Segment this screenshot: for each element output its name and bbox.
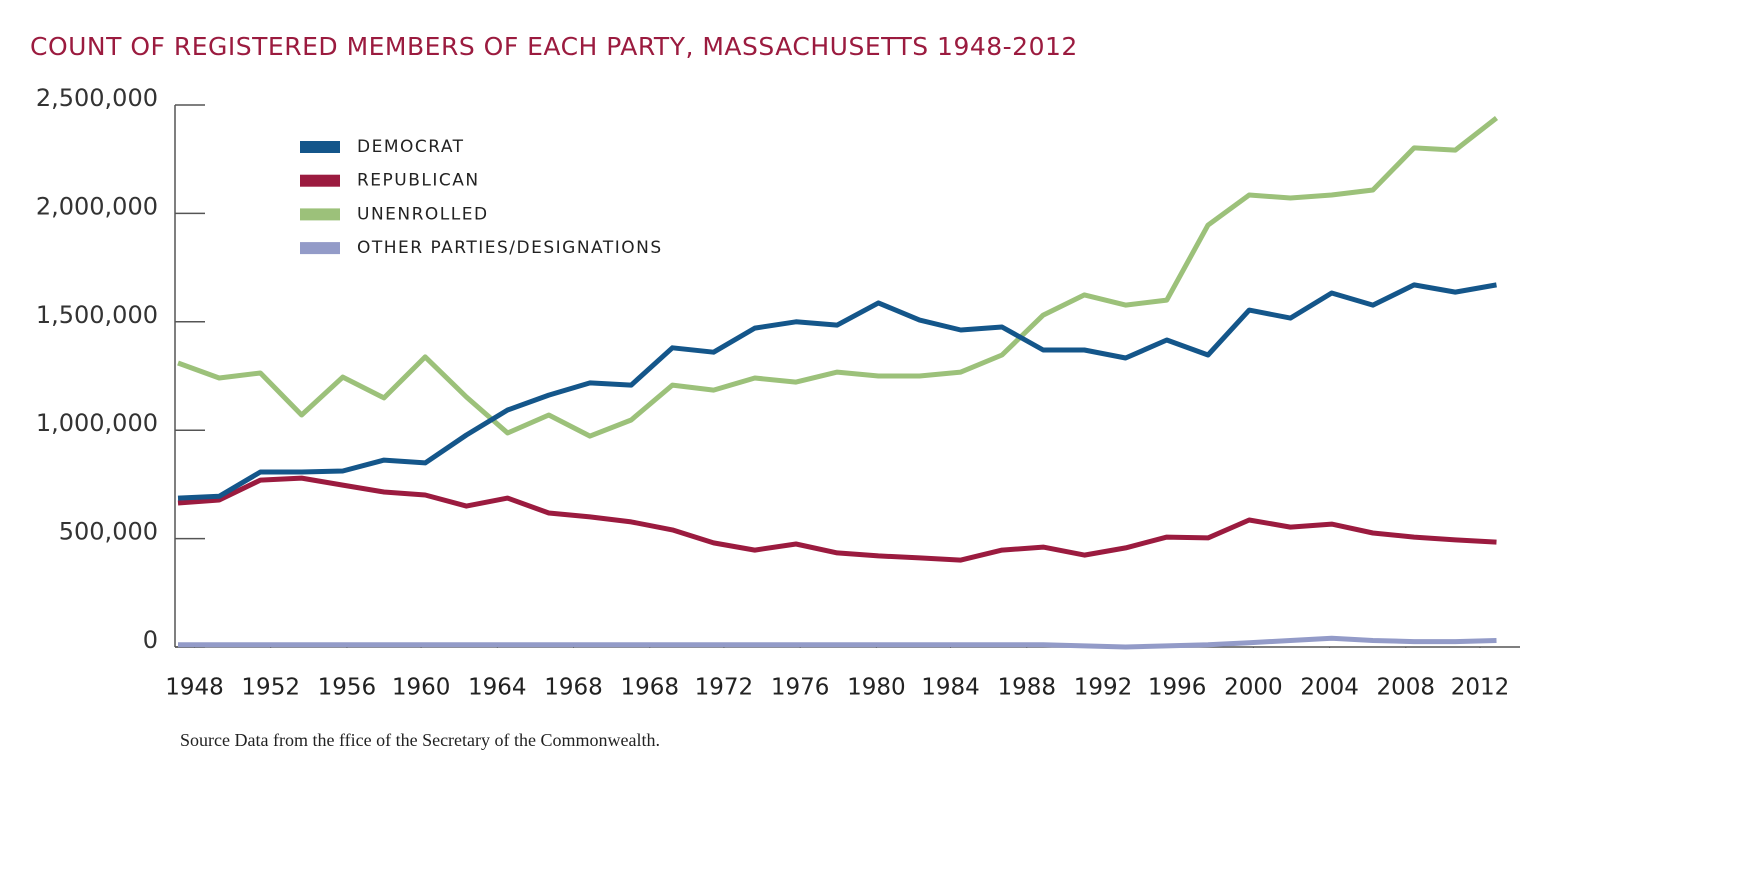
x-tick-label: 1968	[544, 675, 603, 701]
y-tick-label: 0	[143, 626, 158, 654]
legend-label: DEMOCRAT	[357, 137, 465, 157]
series-line	[177, 282, 1497, 501]
x-tick-label: 2000	[1224, 675, 1283, 701]
legend-label: OTHER PARTIES/DESIGNATIONS	[357, 238, 663, 258]
x-tick-label: 1948	[165, 675, 224, 701]
y-tick-label: 500,000	[59, 518, 158, 546]
x-tick-label: 1984	[921, 675, 980, 701]
x-tick-label: 1988	[997, 675, 1056, 701]
source-note: Source Data from the ffice of the Secret…	[180, 730, 660, 750]
x-tick-label: 1956	[318, 675, 377, 701]
y-tick-label: 2,500,000	[36, 84, 158, 112]
legend-swatch	[300, 242, 340, 255]
y-tick-label: 2,000,000	[36, 192, 158, 220]
x-tick-label: 1960	[392, 675, 451, 701]
legend-label: UNENROLLED	[357, 204, 489, 224]
x-tick-label: 1992	[1074, 675, 1133, 701]
x-tick-label: 1972	[695, 675, 754, 701]
x-tick-label: 1976	[771, 675, 830, 701]
x-tick-label: 1980	[847, 675, 906, 701]
legend-swatch	[300, 174, 340, 187]
x-tick-label: 2004	[1300, 675, 1359, 701]
x-tick-label: 1964	[468, 675, 527, 701]
legend-swatch	[300, 208, 340, 221]
series-line	[177, 475, 1497, 563]
y-tick-label: 1,500,000	[36, 301, 158, 329]
series-line	[177, 116, 1499, 439]
y-tick-label: 1,000,000	[36, 409, 158, 437]
x-tick-label: 1996	[1148, 675, 1207, 701]
legend-label: REPUBLICAN	[357, 171, 480, 191]
series-line	[178, 635, 1497, 650]
legend-swatch	[300, 141, 340, 153]
x-tick-label: 1952	[241, 675, 300, 701]
x-tick-label: 2012	[1451, 675, 1510, 701]
x-tick-label: 2008	[1377, 675, 1436, 701]
chart-title: COUNT OF REGISTERED MEMBERS OF EACH PART…	[30, 32, 1078, 61]
x-tick-label: 1968	[620, 675, 679, 701]
